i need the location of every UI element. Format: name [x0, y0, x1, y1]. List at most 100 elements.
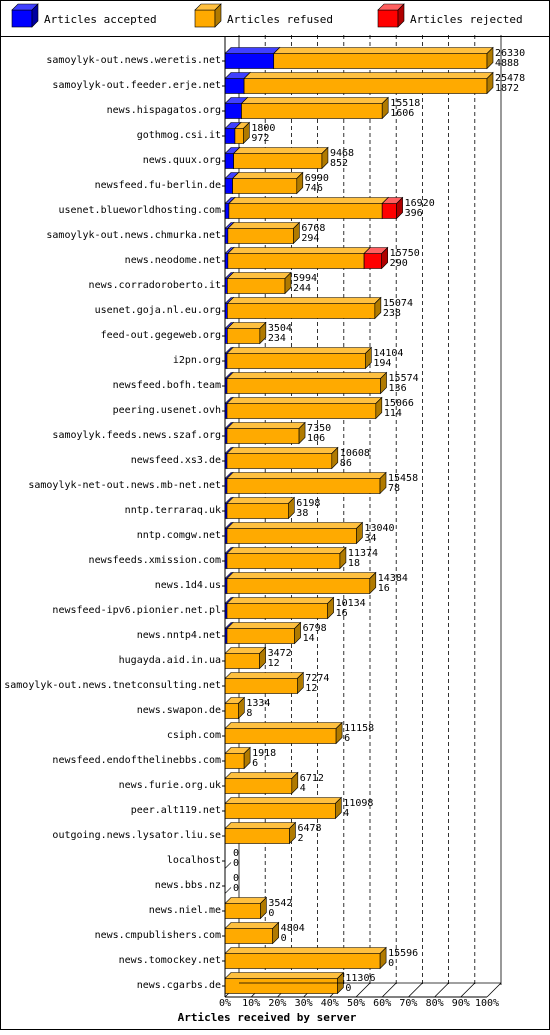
bar-segment-2-front [224, 753, 245, 769]
bar-segment-2-side [381, 96, 389, 120]
bar-segment-2 [226, 596, 335, 620]
legend: Articles accepted Articles refused Article… [11, 3, 523, 28]
value-total-label: 15458 [388, 473, 418, 484]
value-total-label: 0 [233, 848, 239, 859]
server-label: news.bbs.nz [155, 880, 221, 891]
bar-segment-2-top [224, 647, 267, 654]
bar-segment-2-front [226, 553, 341, 569]
bar-segment-2-side [335, 796, 342, 820]
bar-segment-2 [226, 571, 377, 595]
value-total-label: 14104 [373, 348, 403, 359]
value-total-label: 15574 [389, 373, 419, 384]
legend-swatch-3-side [397, 3, 405, 28]
bar-segment-2-side [293, 221, 300, 245]
server-label: feed-out.gegeweb.org [101, 330, 221, 341]
bar-segment-2-side [380, 371, 387, 395]
value-total-label: 14384 [378, 573, 408, 584]
value-total-label: 6478 [297, 823, 321, 834]
value-secondary-label: 6 [252, 758, 258, 769]
bar-segment-2-top [226, 547, 347, 554]
bar-segment-2-front [224, 978, 338, 994]
bar-segment-2-top [232, 147, 329, 154]
bar-segment-2-top [226, 322, 267, 329]
value-total-label: 25478 [495, 73, 525, 84]
bar-segment-2 [224, 696, 246, 720]
bar-segment-2 [226, 321, 267, 345]
bar-segment-2-side [243, 121, 250, 145]
value-secondary-label: 38 [296, 508, 308, 519]
value-total-label: 15066 [384, 398, 414, 409]
server-label: usenet.goja.nl.eu.org [95, 305, 221, 316]
x-tick-label-7: 70% [399, 998, 417, 1009]
value-total-label: 5994 [293, 273, 317, 284]
x-tick-label-1: 10% [242, 998, 260, 1009]
bar-segment-2 [224, 921, 280, 945]
bar-segment-2-side [339, 546, 347, 570]
bar-segment-2-front [227, 303, 376, 319]
legend-swatch-3 [377, 3, 405, 28]
server-label: peering.usenet.ovh [113, 405, 221, 416]
bar-segment-2-front [224, 903, 261, 919]
bar-segment-2-front [232, 178, 298, 194]
x-tick-label-2: 20% [268, 998, 286, 1009]
value-secondary-label: 4888 [495, 58, 519, 69]
server-label: usenet.blueworldhosting.com [58, 205, 221, 216]
server-label: nntp.terraraq.uk [125, 505, 221, 516]
bar-segment-2-front [227, 328, 261, 344]
bar-segment-2-side [238, 696, 245, 720]
bar-segment-2 [243, 71, 494, 95]
bar-segment-1 [224, 46, 281, 70]
bar-segment-1-top [224, 47, 281, 54]
value-total-label: 3472 [268, 648, 292, 659]
value-secondary-label: 136 [389, 383, 407, 394]
floor-line-7 [408, 982, 423, 998]
bar-segment-2 [234, 121, 251, 145]
value-total-label: 15518 [390, 98, 420, 109]
bar-segment-2 [224, 821, 297, 845]
bar-segment-2-front [227, 253, 365, 269]
bar-segment-2 [231, 171, 304, 195]
server-label: news.tomockey.net [119, 955, 221, 966]
value-secondary-label: 34 [364, 533, 376, 544]
bar-segment-2-side [379, 946, 387, 970]
empty-bar [224, 862, 232, 869]
bar-segment-2-side [486, 46, 494, 70]
bar-segment-2-side [327, 596, 334, 620]
bar-segment-2-front [227, 228, 294, 244]
server-label: samoylyk-out.news.tnetconsulting.net [4, 680, 221, 691]
value-total-label: 6768 [301, 223, 325, 234]
bar-segment-2-side [289, 821, 296, 845]
bar-segment-1-front [224, 178, 233, 194]
x-tick-label-8: 80% [426, 998, 444, 1009]
bar-segment-2-top [243, 72, 494, 79]
value-total-label: 16920 [405, 198, 435, 209]
x-tick-label-5: 50% [347, 998, 365, 1009]
bar-segment-2 [224, 946, 387, 970]
server-label: news.furie.org.uk [119, 780, 221, 791]
bar-segment-2-side [272, 921, 279, 945]
value-total-label: 1334 [246, 698, 270, 709]
bars: samoylyk-out.news.weretis.net263304888sa… [4, 46, 525, 995]
value-secondary-label: 12 [268, 658, 280, 669]
server-label: news.cmpublishers.com [95, 930, 221, 941]
floor-line-10 [486, 982, 502, 998]
server-label: news.1d4.us [155, 580, 221, 591]
chart-title: Articles received by server [178, 1011, 357, 1024]
server-label: news.hispagatos.org [107, 105, 221, 116]
bar-segment-2-top [224, 972, 345, 979]
bar-segment-2-top [226, 297, 382, 304]
value-total-label: 7350 [307, 423, 331, 434]
bar-segment-2-front [226, 478, 381, 494]
server-label: newsfeed-ipv6.pionier.net.pl [52, 605, 221, 616]
x-tick-label-3: 30% [295, 998, 313, 1009]
value-total-label: 3542 [268, 898, 292, 909]
bar-segment-2-front [226, 428, 300, 444]
